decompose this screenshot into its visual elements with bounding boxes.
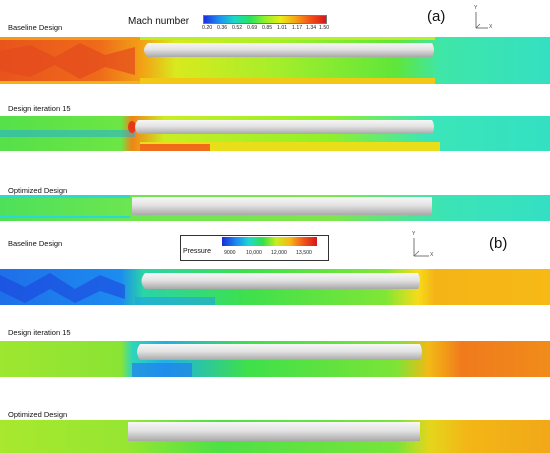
baseline-body-b [141,273,420,289]
iteration-body-b [137,344,422,360]
mach-optimized-field [0,195,550,221]
mach-tick-4: 0.69 [247,25,258,31]
axis-triad-b: Y X [409,231,434,260]
axis-a-x: X [489,24,493,30]
panel-b-tag: (b) [489,235,508,252]
baseline-body-a [144,43,434,57]
mach-tick-1: 0.20 [202,25,213,31]
pressure-legend-title: Pressure [183,248,212,255]
label-a-iteration: Design iteration 15 [8,104,71,113]
mach-baseline-field [0,37,550,84]
optimized-body-b [128,422,420,441]
axis-b-x: X [430,252,434,258]
label-a-baseline: Baseline Design [8,23,63,32]
mach-tick-5: 0.85 [262,25,273,31]
label-b-baseline: Baseline Design [8,239,63,248]
mach-tick-7: 1.17 [292,25,303,31]
pressure-tick-4: 13,500 [296,250,312,256]
iteration-body-a [135,120,434,134]
label-b-optimized: Optimized Design [8,410,68,419]
pressure-tick-1: 9000 [224,250,236,256]
mach-iteration-field [0,116,550,151]
pressure-tick-2: 10,000 [246,250,262,256]
mach-legend-title: Mach number [128,16,190,27]
pressure-baseline-field [0,269,550,305]
axis-triad-a: Y X [472,5,493,32]
panel-a-tag: (a) [427,8,446,25]
mach-tick-6: 1.01 [277,25,288,31]
pressure-iteration-field [0,341,550,377]
pressure-optimized-field [0,420,550,453]
pressure-colorbar [222,237,317,246]
mach-tick-9: 1.50 [319,25,330,31]
axis-b-y: Y [412,231,416,237]
mach-tick-3: 0.52 [232,25,243,31]
label-a-optimized: Optimized Design [8,186,68,195]
pressure-tick-3: 12,000 [271,250,287,256]
label-b-iteration: Design iteration 15 [8,328,71,337]
optimized-body-a [132,197,432,215]
mach-tick-8: 1.34 [306,25,317,31]
mach-tick-2: 0.36 [217,25,228,31]
mach-colorbar [203,15,327,24]
axis-a-y: Y [474,5,478,11]
